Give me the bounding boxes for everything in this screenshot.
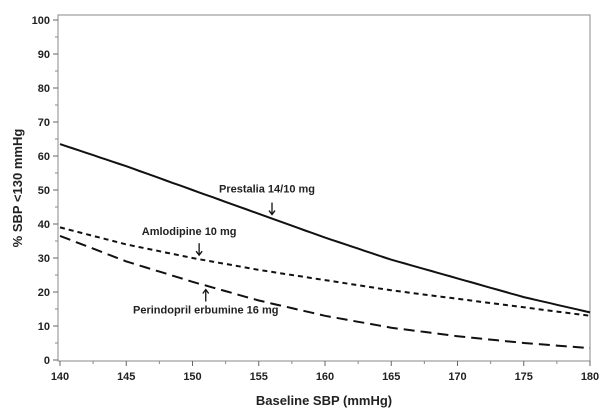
y-tick-label: 50 (38, 185, 50, 197)
y-axis-label: % SBP <130 mmHg (10, 129, 25, 248)
plot-frame (57, 14, 591, 362)
y-tick-label: 0 (44, 355, 50, 367)
x-tick-label: 170 (448, 371, 466, 383)
x-tick-label: 175 (515, 371, 533, 383)
arrow-head (202, 288, 210, 294)
series-line-1 (59, 226, 591, 317)
y-tick-label: 10 (38, 321, 50, 333)
x-tick-label: 155 (250, 371, 268, 383)
y-tick-label: 40 (38, 219, 50, 231)
y-tick-label: 30 (38, 253, 50, 265)
y-tick-label: 20 (38, 287, 50, 299)
arrow-head (268, 210, 276, 216)
series-annotation-label: Amlodipine 10 mg (142, 226, 237, 238)
y-tick-label: 80 (38, 83, 50, 95)
series-annotation-label: Perindopril erbumine 16 mg (133, 305, 278, 317)
x-tick-label: 150 (183, 371, 201, 383)
series-annotation-label: Prestalia 14/10 mg (219, 184, 315, 196)
y-tick-label: 90 (38, 49, 50, 61)
series-line-2 (59, 234, 591, 350)
x-tick-label: 160 (316, 371, 334, 383)
x-tick-label: 145 (117, 371, 135, 383)
x-tick-label: 180 (581, 371, 599, 383)
series-line-0 (59, 143, 591, 314)
x-axis-label: Baseline SBP (mmHg) (256, 393, 392, 408)
x-tick-label: 165 (382, 371, 400, 383)
arrow-head (195, 250, 203, 257)
y-tick-label: 60 (38, 151, 50, 163)
y-tick-label: 70 (38, 117, 50, 129)
y-tick-label: 100 (32, 15, 50, 27)
x-tick-label: 140 (51, 371, 69, 383)
